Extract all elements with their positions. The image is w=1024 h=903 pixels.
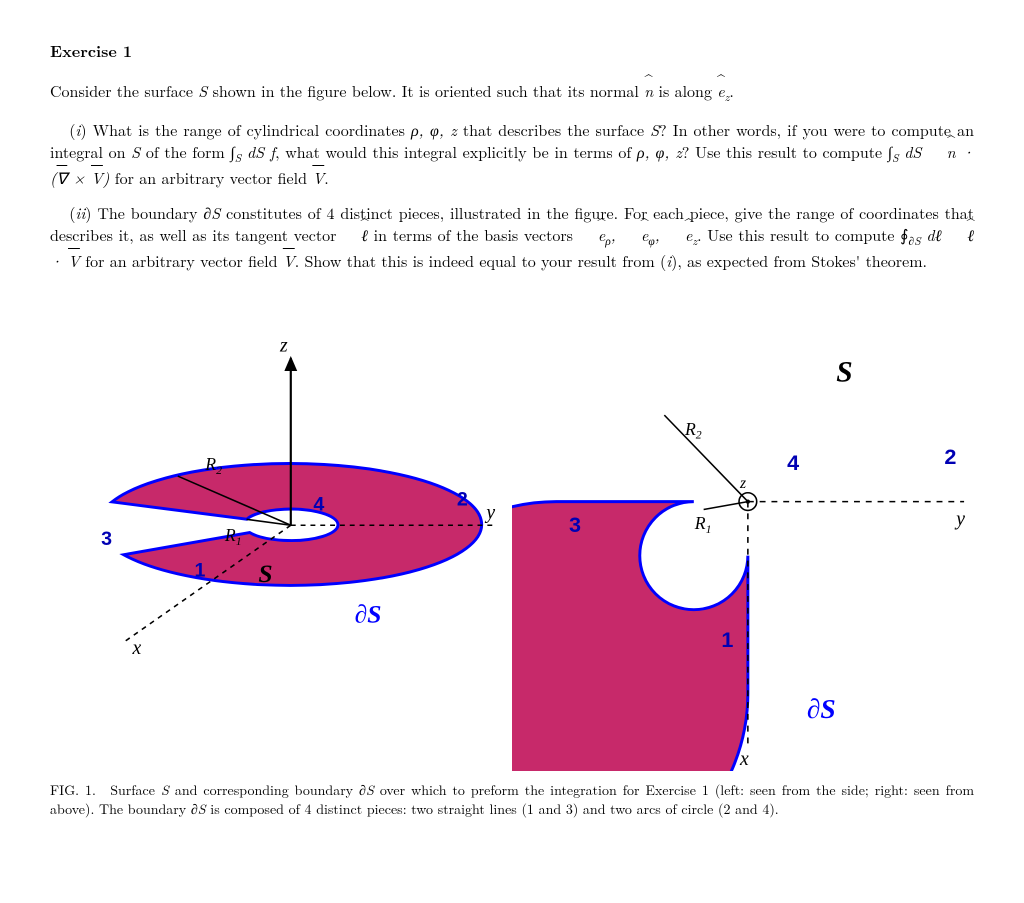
bound-2: 2 [457,489,468,511]
z-axis-label: z [279,334,288,356]
bound-3: 3 [101,528,112,550]
s-label: S [258,559,272,588]
annulus-shape [112,464,482,586]
figure-caption: FIG. 1. Surface S and corresponding boun… [50,781,974,819]
figure-left: z y x R1 R2 S ∂S 1 2 3 4 [50,301,502,661]
paragraph-intro: Consider the surface S shown in the figu… [50,80,974,106]
s-label-r: S [836,357,852,389]
y-axis-label-r: y [954,508,965,530]
x-axis-label: x [132,637,142,659]
figure-right: z y x R1 R2 S ∂S 1 2 3 4 [512,301,974,771]
r1-label-r: R1 [694,513,712,536]
r1-label: R1 [224,525,242,548]
bound-3-r: 3 [569,512,581,537]
bound-1-r: 1 [721,627,733,652]
paragraph-part-ii: (ii) The boundary ∂S constitutes of 4 di… [50,202,974,271]
ds-label: ∂S [355,600,382,629]
paragraph-part-i: (i) What is the range of cylindrical coo… [50,119,974,188]
x-axis-label-r: x [739,748,749,770]
r2-label: R2 [204,454,222,477]
figure-wrap: z y x R1 R2 S ∂S 1 2 3 4 z y x R1 R2 S ∂… [50,301,974,771]
bound-4-r: 4 [787,450,799,475]
bound-1: 1 [194,559,205,581]
r2-label-r: R2 [684,419,702,442]
ds-label-r: ∂S [807,693,836,724]
bound-2-r: 2 [945,444,957,469]
y-axis-label: y [484,501,495,523]
annulus-top [512,502,748,771]
exercise-title: Exercise 1 [50,40,974,62]
z-axis-label-r: z [739,475,746,492]
bound-4: 4 [313,494,324,516]
